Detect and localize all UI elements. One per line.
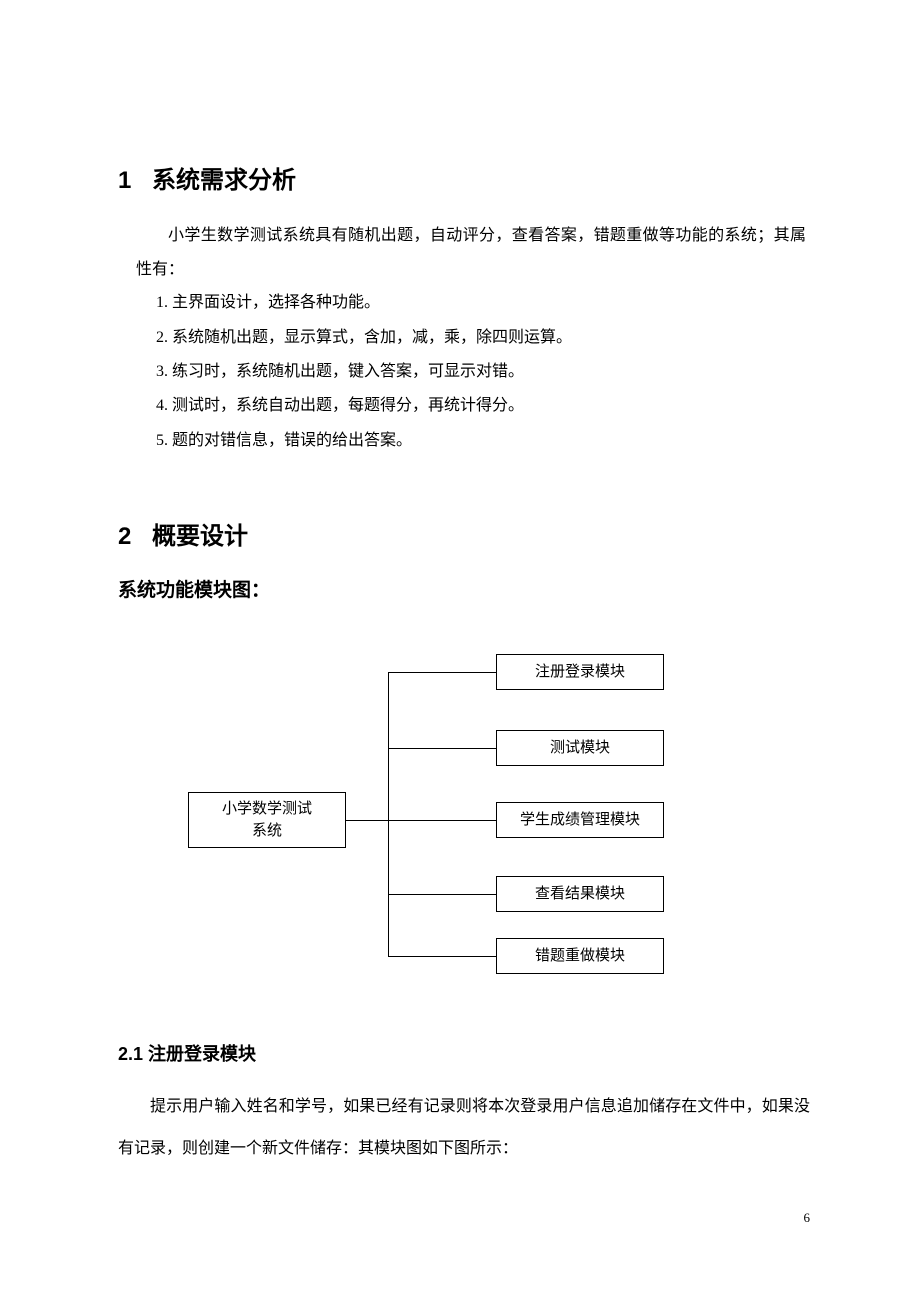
diagram-child-box: 测试模块 [496, 730, 664, 766]
diagram-child-box: 查看结果模块 [496, 876, 664, 912]
heading-2-number: 2 [118, 523, 152, 551]
heading-2-1-number: 2.1 [118, 1044, 143, 1064]
requirement-list: 1. 主界面设计，选择各种功能。 2. 系统随机出题，显示算式，含加，减，乘，除… [156, 286, 810, 458]
module-diagram: 小学数学测试 系统 注册登录模块测试模块学生成绩管理模块查看结果模块错题重做模块 [118, 642, 808, 1002]
connector-line [388, 748, 496, 749]
diagram-child-box: 错题重做模块 [496, 938, 664, 974]
connector-line [388, 820, 496, 821]
list-item: 5. 题的对错信息，错误的给出答案。 [156, 424, 810, 458]
section-2-1-body: 提示用户输入姓名和学号，如果已经有记录则将本次登录用户信息追加储存在文件中，如果… [118, 1086, 810, 1169]
heading-1-number: 1 [118, 167, 152, 195]
connector-line [388, 956, 496, 957]
intro-paragraph: 小学生数学测试系统具有随机出题，自动评分，查看答案，错题重做等功能的系统；其属性… [136, 219, 806, 286]
page-number: 6 [804, 1210, 811, 1226]
heading-2: 2概要设计 [118, 516, 810, 551]
heading-2-1: 2.1 注册登录模块 [118, 1040, 810, 1066]
connector-line [388, 894, 496, 895]
heading-2-title: 概要设计 [152, 523, 248, 550]
list-item: 3. 练习时，系统随机出题，键入答案，可显示对错。 [156, 355, 810, 389]
diagram-child-box: 学生成绩管理模块 [496, 802, 664, 838]
connector-line [388, 672, 389, 956]
subheading-modules: 系统功能模块图： [118, 575, 810, 602]
connector-line [388, 672, 496, 673]
connector-line [346, 820, 388, 821]
heading-2-1-title: 注册登录模块 [148, 1044, 256, 1064]
diagram-root-box: 小学数学测试 系统 [188, 792, 346, 848]
list-item: 4. 测试时，系统自动出题，每题得分，再统计得分。 [156, 389, 810, 423]
list-item: 1. 主界面设计，选择各种功能。 [156, 286, 810, 320]
heading-1-title: 系统需求分析 [152, 167, 296, 194]
heading-1: 1系统需求分析 [118, 160, 810, 195]
list-item: 2. 系统随机出题，显示算式，含加，减，乘，除四则运算。 [156, 321, 810, 355]
diagram-child-box: 注册登录模块 [496, 654, 664, 690]
